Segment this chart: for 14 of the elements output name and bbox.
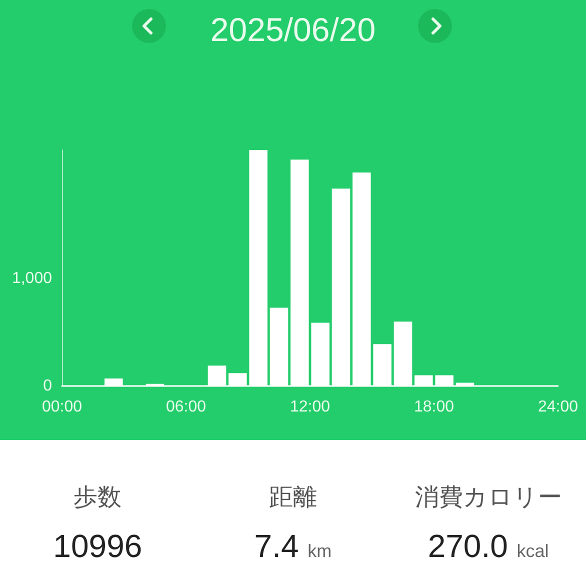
x-tick-label: 00:00 xyxy=(42,398,82,416)
x-tick-label: 18:00 xyxy=(414,398,454,416)
x-tick-label: 12:00 xyxy=(290,398,330,416)
chart-title: 2025/06/20 xyxy=(210,11,376,48)
y-tick-label: 0 xyxy=(43,378,52,394)
y-tick-label: 1,000 xyxy=(12,270,52,288)
x-tick-label: 24:00 xyxy=(538,398,578,416)
text: 7.4 km xyxy=(254,528,332,564)
text: 10996 xyxy=(53,528,142,564)
text: 消費カロリー xyxy=(414,483,563,513)
x-tick-label: 06:00 xyxy=(166,398,206,416)
text: 270.0 kcal xyxy=(428,528,549,564)
text: 距離 xyxy=(268,483,318,513)
text: 歩数 xyxy=(72,483,123,513)
